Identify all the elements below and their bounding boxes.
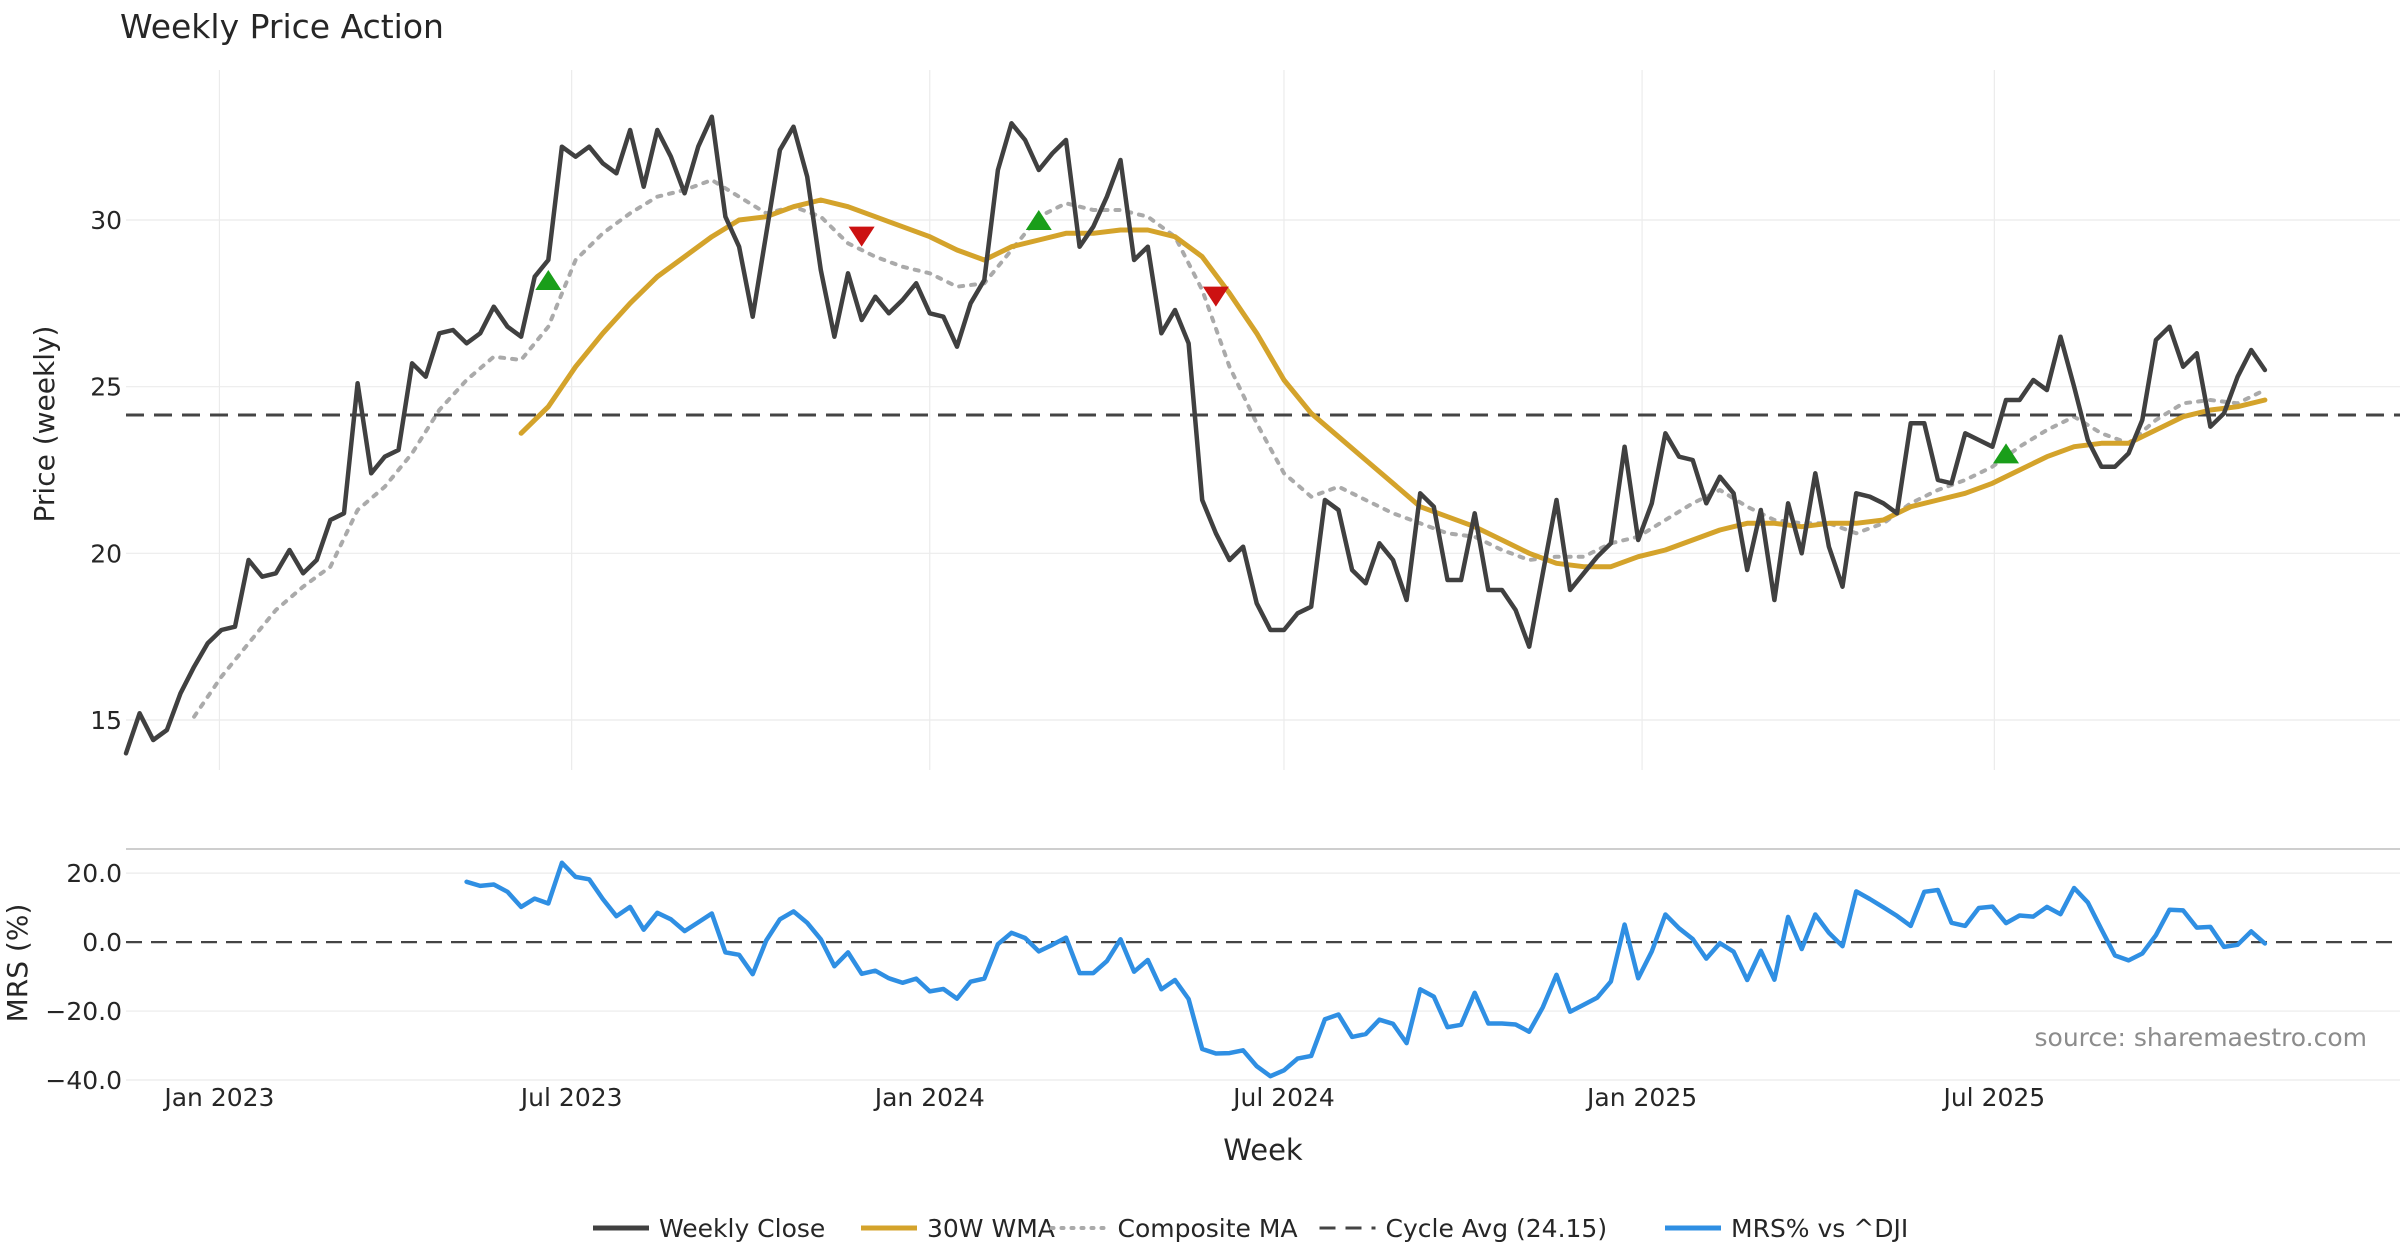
mrs-series-group	[464, 860, 2268, 1079]
chart-title: Weekly Price Action	[120, 7, 444, 46]
x-tick-label: Jul 2024	[1231, 1083, 1335, 1112]
legend-entry-weekly-close: Weekly Close	[593, 1214, 825, 1243]
legend-label: Cycle Avg (24.15)	[1386, 1214, 1608, 1243]
legend-label: MRS% vs ^DJI	[1731, 1214, 1908, 1243]
source-annotation: source: sharemaestro.com	[2035, 1023, 2368, 1052]
price-panel: Weekly Price Action 15 20 25 30 Price (week…	[28, 7, 2400, 770]
legend-label: Composite MA	[1118, 1214, 1298, 1243]
x-tick-label: Jul 2023	[519, 1083, 623, 1112]
price-series-group	[123, 114, 2400, 756]
buy-signal-marker	[535, 270, 562, 290]
mrs-y-tick-label: −40.0	[45, 1066, 122, 1095]
series-mrs-vs-dji	[464, 860, 2268, 1079]
mrs-y-tick-label: −20.0	[45, 997, 122, 1026]
x-tick-label: Jan 2025	[1585, 1083, 1697, 1112]
price-y-tick-label: 20	[90, 539, 122, 568]
mrs-panel: 20.0 0.0 −20.0 −40.0 MRS (%) source: sharem…	[1, 848, 2400, 1167]
legend-label: 30W WMA	[927, 1214, 1055, 1243]
signal-markers	[535, 210, 2020, 464]
price-y-tick-label: 30	[90, 206, 122, 235]
buy-signal-marker	[1993, 443, 2020, 464]
x-axis-ticks: Jan 2023 Jul 2023 Jan 2024 Jul 2024 Jan 2025…	[162, 1083, 2045, 1112]
price-y-axis-label: Price (weekly)	[28, 326, 61, 523]
x-tick-label: Jul 2025	[1941, 1083, 2045, 1112]
legend-entry-30w-wma: 30W WMA	[861, 1214, 1055, 1243]
x-axis-label: Week	[1223, 1133, 1303, 1167]
mrs-y-ticks: 20.0 0.0 −20.0 −40.0	[45, 859, 122, 1095]
buy-signal-marker	[1025, 210, 1052, 230]
mrs-y-axis-label: MRS (%)	[1, 904, 34, 1023]
price-y-tick-label: 25	[90, 373, 122, 402]
legend-entry-cycle-avg-24-15: Cycle Avg (24.15)	[1319, 1214, 1608, 1243]
legend-entry-composite-ma: Composite MA	[1049, 1214, 1298, 1243]
legend-label: Weekly Close	[659, 1214, 825, 1243]
price-y-tick-label: 15	[90, 706, 122, 735]
sell-signal-marker	[1202, 286, 1229, 307]
sell-signal-marker	[848, 226, 875, 247]
price-gridlines	[126, 70, 2400, 770]
legend: Weekly Close 30W WMA Composite MA Cycle Avg…	[593, 1214, 1908, 1243]
mrs-y-tick-label: 20.0	[66, 859, 122, 888]
series-weekly-close	[123, 114, 2268, 756]
x-tick-label: Jan 2023	[162, 1083, 274, 1112]
series-composite-ma	[192, 178, 2267, 719]
x-tick-label: Jan 2024	[873, 1083, 985, 1112]
price-y-ticks: 15 20 25 30	[90, 206, 122, 735]
mrs-y-tick-label: 0.0	[82, 928, 122, 957]
legend-entry-mrs-vs-dji: MRS% vs ^DJI	[1665, 1214, 1908, 1243]
mrs-gridlines	[126, 872, 2400, 1081]
